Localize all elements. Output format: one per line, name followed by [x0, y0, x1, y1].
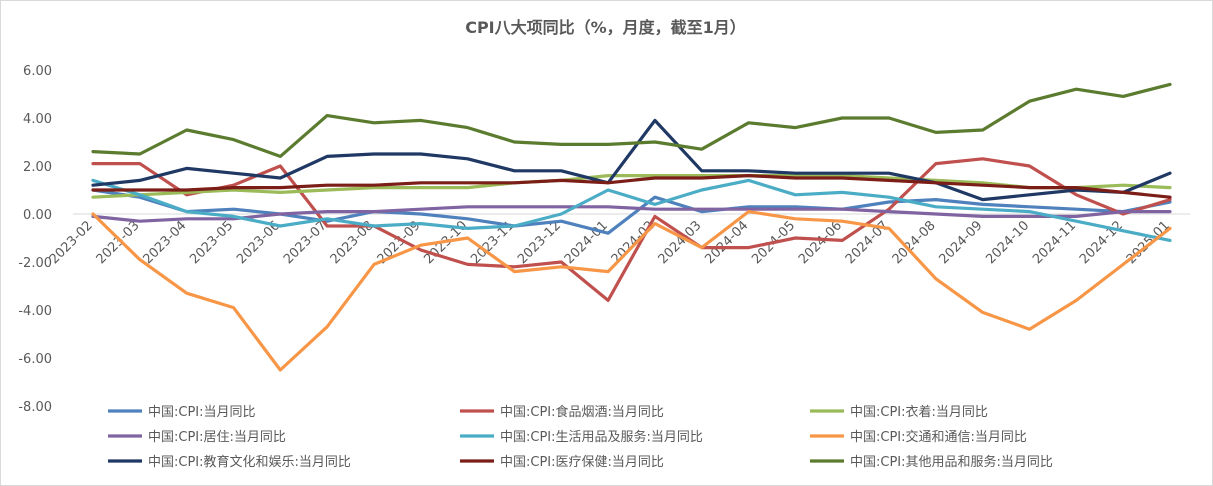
y-tick-label: -6.00 [18, 352, 52, 367]
series-line [91, 210, 1172, 372]
x-tick-label: 2024-01 [562, 218, 611, 267]
x-tick-label: 2024-06 [796, 218, 845, 267]
legend-label: 中国:CPI:居住:当月同比 [148, 430, 286, 445]
series-line [91, 82, 1172, 158]
y-tick-label: -4.00 [18, 304, 52, 319]
x-tick-label: 2024-11 [1030, 218, 1079, 267]
y-tick-label: 6.00 [23, 64, 52, 79]
series-line [91, 178, 1172, 242]
y-tick-label: -2.00 [18, 256, 52, 271]
legend-label: 中国:CPI:衣着:当月同比 [850, 404, 988, 420]
legend-label: 中国:CPI:教育文化和娱乐:当月同比 [148, 454, 351, 470]
x-tick-label: 2024-08 [890, 218, 939, 267]
legend-label: 中国:CPI:交通和通信:当月同比 [850, 429, 1027, 445]
x-tick-label: 2024-09 [937, 218, 986, 267]
y-tick-label: 4.00 [23, 112, 52, 127]
y-tick-label: 0.00 [23, 208, 52, 223]
x-tick-label: 2024-10 [983, 218, 1032, 267]
legend-label: 中国:CPI:生活用品及服务:当月同比 [500, 429, 703, 445]
legend-label: 中国:CPI:食品烟酒:当月同比 [500, 404, 664, 420]
series-line [91, 174, 1172, 199]
chart-title: CPI八大项同比（%，月度，截至1月） [465, 18, 746, 37]
legend-label: 中国:CPI:其他用品和服务:当月同比 [850, 454, 1053, 470]
y-tick-label: -8.00 [18, 400, 52, 415]
legend-label: 中国:CPI:当月同比 [148, 405, 256, 420]
x-tick-label: 2023-05 [187, 218, 236, 267]
series-line [91, 205, 1172, 223]
series-line [91, 174, 1172, 199]
x-tick-label: 2023-04 [140, 218, 189, 267]
series-line [91, 118, 1172, 202]
x-tick-label: 2023-02 [47, 218, 96, 267]
y-tick-label: 2.00 [23, 160, 52, 175]
legend-label: 中国:CPI:医疗保健:当月同比 [500, 455, 664, 470]
x-tick-label: 2023-03 [94, 218, 143, 267]
series-line [91, 157, 1172, 302]
